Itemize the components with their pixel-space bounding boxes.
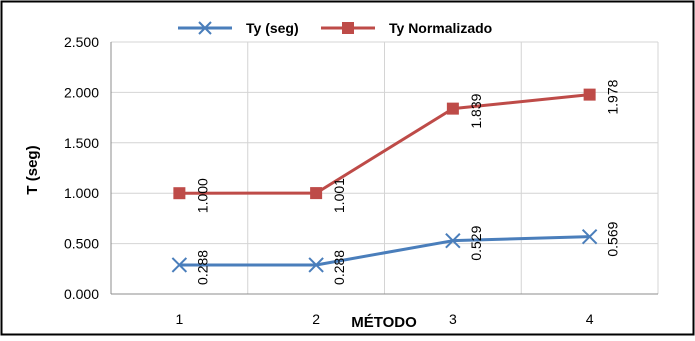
legend-label: Ty Normalizado	[389, 20, 492, 36]
data-point	[173, 187, 186, 200]
legend-label: Ty (seg)	[246, 20, 299, 36]
data-point	[581, 228, 598, 245]
data-label: 1.839	[468, 93, 484, 128]
data-point	[308, 257, 324, 273]
y-tick-label: 2.000	[64, 84, 99, 100]
data-point	[171, 257, 188, 273]
marker-stroke	[445, 232, 461, 249]
data-point	[445, 232, 461, 249]
data-labels: 0.288 0.288 0.529 0.569 1.000 1.001 1.839 1.978	[194, 79, 620, 285]
data-label: 0.288	[194, 250, 210, 285]
x-tick-label: 2	[312, 311, 320, 327]
data-label: 1.978	[605, 79, 621, 114]
x-tick-labels: 1 2 3 4	[175, 311, 593, 327]
y-tick-label: 1.000	[64, 185, 99, 201]
data-label: 0.288	[331, 250, 347, 285]
series	[171, 88, 598, 273]
marker-stroke	[171, 257, 188, 273]
marker-stroke	[581, 228, 598, 245]
legend-marker	[198, 21, 212, 35]
x-tick-label: 1	[175, 311, 183, 327]
series-line-2	[179, 93, 590, 195]
series-line-1	[179, 235, 590, 267]
y-tick-label: 0.500	[64, 236, 99, 252]
data-label: 0.529	[468, 225, 484, 260]
y-tick-label: 2.500	[64, 34, 99, 50]
data-point	[583, 88, 596, 101]
x-tick-label: 3	[449, 311, 457, 327]
data-point	[310, 187, 323, 200]
axes	[110, 42, 658, 295]
legend: Ty (seg) Ty Normalizado	[178, 20, 492, 36]
data-label: 1.000	[194, 178, 210, 213]
y-tick-labels: 0.000 0.500 1.000 1.500 2.000 2.500	[64, 34, 99, 302]
y-tick-label: 1.500	[64, 135, 99, 151]
y-axis-title: T (seg)	[24, 145, 41, 194]
x-tick-label: 4	[586, 311, 594, 327]
data-label: 0.569	[605, 221, 621, 256]
data-point	[446, 102, 459, 115]
legend-marker	[342, 22, 354, 34]
data-label: 1.001	[331, 178, 347, 213]
x-axis-title: MÉTODO	[351, 314, 417, 331]
marker-stroke	[308, 257, 324, 273]
y-tick-label: 0.000	[64, 286, 99, 302]
marker-stroke	[198, 21, 212, 35]
